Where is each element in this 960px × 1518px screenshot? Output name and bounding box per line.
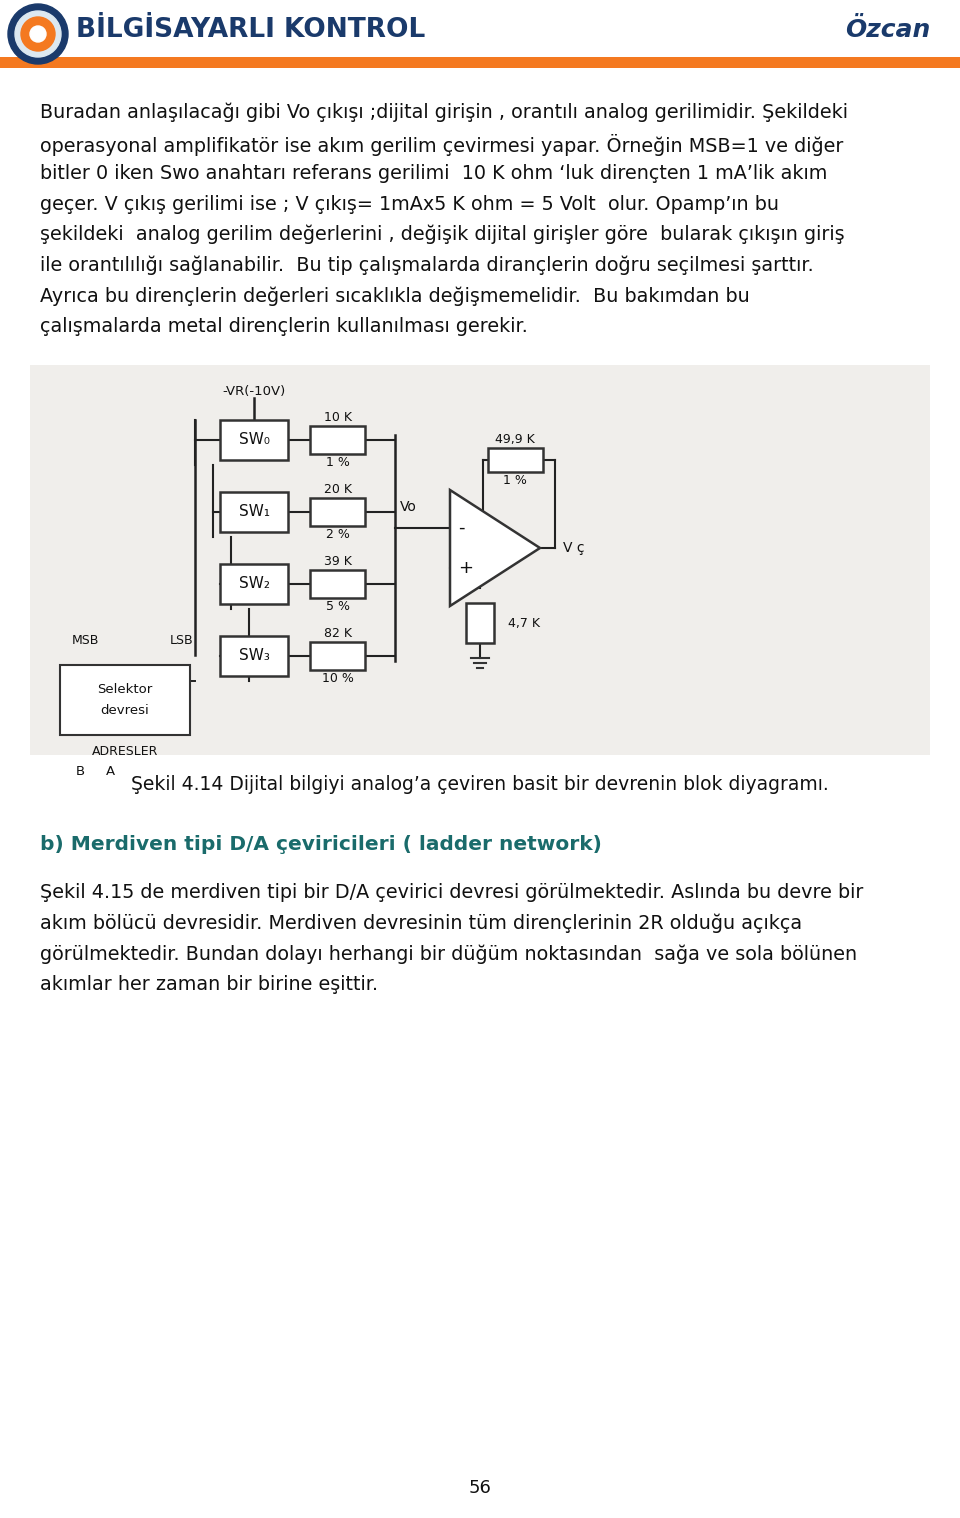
Text: 2 %: 2 % (325, 528, 349, 540)
Text: ADRESLER: ADRESLER (92, 745, 158, 757)
Bar (220, 420, 288, 460)
Bar (30, 364, 930, 754)
Bar (0, 0, 960, 58)
Text: Özcan: Özcan (845, 18, 930, 43)
Text: 5 %: 5 % (325, 600, 349, 613)
Text: akım bölücü devresidir. Merdiven devresinin tüm dirençlerinin 2R olduğu açıkça: akım bölücü devresidir. Merdiven devresi… (40, 914, 803, 934)
Text: akımlar her zaman bir birine eşittir.: akımlar her zaman bir birine eşittir. (40, 975, 378, 993)
Bar (310, 498, 365, 527)
Text: +: + (458, 559, 473, 577)
Text: 82 K: 82 K (324, 627, 351, 641)
Text: 1 %: 1 % (325, 455, 349, 469)
Circle shape (30, 26, 46, 43)
Text: b) Merdiven tipi D/A çeviricileri ( ladder network): b) Merdiven tipi D/A çeviricileri ( ladd… (40, 835, 602, 855)
Bar (466, 603, 494, 644)
Bar (488, 448, 542, 472)
Text: SW₂: SW₂ (238, 577, 270, 592)
Text: SW₁: SW₁ (238, 504, 270, 519)
Text: görülmektedir. Bundan dolayı herhangi bir düğüm noktasından  sağa ve sola bölüne: görülmektedir. Bundan dolayı herhangi bi… (40, 944, 857, 964)
Circle shape (15, 11, 61, 58)
Text: Buradan anlaşılacağı gibi Vo çıkışı ;dijital girişin , orantılı analog gerilimid: Buradan anlaşılacağı gibi Vo çıkışı ;dij… (40, 103, 848, 123)
Text: Ayrıca bu dirençlerin değerleri sıcaklıkla değişmemelidir.  Bu bakımdan bu: Ayrıca bu dirençlerin değerleri sıcaklık… (40, 285, 750, 305)
Text: operasyonal amplifikatör ise akım gerilim çevirmesi yapar. Örneğin MSB=1 ve diğe: operasyonal amplifikatör ise akım gerili… (40, 134, 844, 155)
Text: SW₀: SW₀ (238, 433, 270, 448)
Bar (220, 636, 288, 676)
Text: devresi: devresi (101, 704, 150, 716)
Polygon shape (450, 490, 540, 606)
Text: 39 K: 39 K (324, 556, 351, 568)
Text: ile orantılılığı sağlanabilir.  Bu tip çalışmalarda dirançlerin doğru seçilmesi : ile orantılılığı sağlanabilir. Bu tip ça… (40, 255, 814, 275)
Text: Vo: Vo (400, 499, 417, 515)
Text: 4,7 K: 4,7 K (508, 616, 540, 630)
Text: 10 %: 10 % (322, 672, 353, 685)
Text: SW₃: SW₃ (239, 648, 270, 663)
Text: V ç: V ç (563, 540, 585, 556)
Text: 49,9 K: 49,9 K (495, 433, 535, 446)
Bar (310, 569, 365, 598)
Bar (60, 665, 190, 735)
Text: Selektor: Selektor (97, 683, 153, 695)
Text: 1 %: 1 % (503, 474, 527, 487)
Text: bitler 0 iken Swo anahtarı referans gerilimi  10 K ohm ‘luk dirençten 1 mA’lik a: bitler 0 iken Swo anahtarı referans geri… (40, 164, 828, 184)
Circle shape (8, 5, 68, 64)
Text: Şekil 4.15 de merdiven tipi bir D/A çevirici devresi görülmektedir. Aslında bu d: Şekil 4.15 de merdiven tipi bir D/A çevi… (40, 883, 863, 902)
Text: şekildeki  analog gerilim değerlerini , değişik dijital girişler göre  bularak ç: şekildeki analog gerilim değerlerini , d… (40, 225, 845, 244)
Text: 56: 56 (468, 1479, 492, 1497)
Bar (220, 492, 288, 531)
Text: Şekil 4.14 Dijital bilgiyi analog’a çeviren basit bir devrenin blok diyagramı.: Şekil 4.14 Dijital bilgiyi analog’a çevi… (132, 776, 828, 794)
Text: 10 K: 10 K (324, 411, 351, 424)
Circle shape (21, 17, 55, 52)
Text: çalışmalarda metal dirençlerin kullanılması gerekir.: çalışmalarda metal dirençlerin kullanılm… (40, 316, 528, 335)
Text: geçer. V çıkış gerilimi ise ; V çıkış= 1mAx5 K ohm = 5 Volt  olur. Opamp’ın bu: geçer. V çıkış gerilimi ise ; V çıkış= 1… (40, 194, 779, 214)
Bar (0, 58, 960, 68)
Text: BİLGİSAYARLI KONTROL: BİLGİSAYARLI KONTROL (76, 17, 425, 43)
Text: LSB: LSB (170, 635, 194, 647)
Text: -VR(-10V): -VR(-10V) (223, 386, 286, 398)
Text: 20 K: 20 K (324, 483, 351, 496)
Text: -: - (458, 519, 465, 537)
Text: MSB: MSB (72, 635, 100, 647)
Text: A: A (106, 765, 114, 779)
Bar (310, 642, 365, 669)
Bar (310, 427, 365, 454)
Bar (220, 565, 288, 604)
Text: B: B (76, 765, 84, 779)
